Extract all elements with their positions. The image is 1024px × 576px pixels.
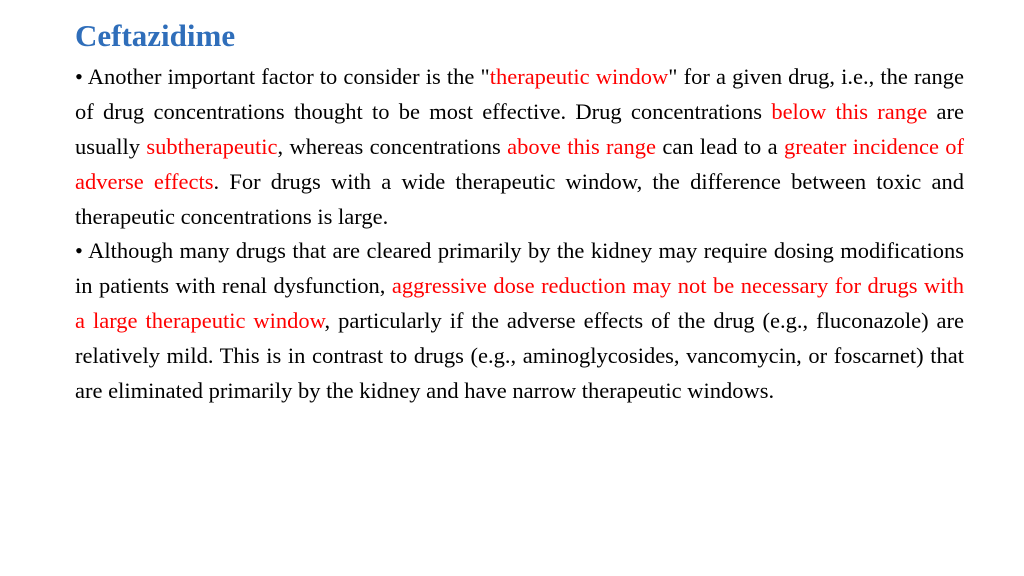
p1-highlight-4: above this range <box>507 134 656 159</box>
p1-text-5: can lead to a <box>656 134 784 159</box>
p1-highlight-3: subtherapeutic <box>146 134 277 159</box>
p1-text-4: , whereas concentrations <box>278 134 508 159</box>
p1-text-1: • Another important factor to consider i… <box>75 64 490 89</box>
slide-container: Ceftazidime • Another important factor t… <box>0 0 1024 576</box>
slide-body: • Another important factor to consider i… <box>75 60 964 409</box>
p1-highlight-2: below this range <box>771 99 927 124</box>
p1-highlight-1: therapeutic window <box>490 64 669 89</box>
slide-title: Ceftazidime <box>75 18 964 54</box>
